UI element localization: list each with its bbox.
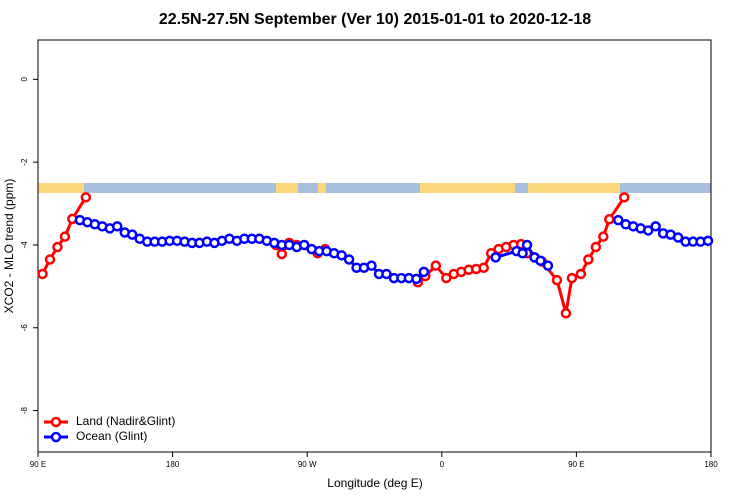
- x-tick-label: 90 E: [30, 460, 46, 469]
- land-band: [38, 183, 84, 193]
- data-point: [542, 260, 554, 271]
- x-tick-label: 90 W: [298, 460, 317, 469]
- x-tick-label: 0: [440, 460, 445, 469]
- legend-marker: [50, 416, 62, 428]
- data-point: [298, 239, 310, 251]
- data-point: [381, 268, 392, 280]
- data-point: [59, 231, 71, 242]
- data-point: [366, 260, 377, 271]
- y-axis-label: XCO2 - MLO trend (ppm): [2, 179, 16, 314]
- x-tick-label: 180: [166, 460, 180, 469]
- data-point: [418, 266, 430, 278]
- data-point: [276, 248, 288, 260]
- data-point: [672, 232, 684, 243]
- legend-label: Ocean (Glint): [76, 429, 147, 443]
- data-point: [517, 247, 528, 259]
- data-point: [590, 241, 602, 253]
- land-band: [420, 183, 515, 193]
- y-tick-label: 0: [20, 77, 29, 82]
- legend-label: Land (Nadir&Glint): [76, 414, 175, 428]
- ocean-band: [38, 183, 711, 193]
- data-point: [604, 214, 615, 225]
- data-point: [490, 252, 501, 263]
- land-band: [318, 183, 326, 193]
- x-tick-label: 180: [704, 460, 718, 469]
- data-point: [551, 274, 563, 286]
- data-point: [411, 273, 422, 285]
- chart-title: 22.5N-27.5N September (Ver 10) 2015-01-0…: [159, 11, 591, 28]
- data-point: [619, 192, 630, 203]
- data-point: [52, 241, 63, 253]
- land-band: [276, 183, 298, 193]
- data-point: [343, 254, 355, 265]
- data-point: [112, 221, 123, 232]
- data-point: [521, 239, 533, 251]
- data-point: [575, 268, 587, 280]
- data-point: [566, 272, 578, 284]
- legend-marker: [50, 431, 62, 443]
- data-point: [598, 231, 609, 242]
- data-point: [583, 254, 594, 265]
- data-point: [37, 268, 48, 280]
- legend: Land (Nadir&Glint)Ocean (Glint): [44, 414, 175, 443]
- data-point: [80, 192, 92, 203]
- y-tick-label: -8: [20, 406, 29, 414]
- data-point: [560, 308, 572, 319]
- data-point: [535, 255, 546, 266]
- data-point: [126, 229, 138, 240]
- data-point: [642, 225, 654, 236]
- series: [74, 214, 714, 285]
- data-point: [44, 254, 56, 265]
- data-point: [336, 250, 347, 261]
- data-point: [430, 260, 442, 271]
- x-tick-label: 90 E: [568, 460, 584, 469]
- x-axis-label: Longitude (deg E): [327, 476, 422, 490]
- land-band: [528, 183, 620, 193]
- plot-frame: [37, 39, 712, 453]
- data-point: [613, 214, 624, 226]
- data-point: [702, 235, 714, 247]
- y-tick-label: -4: [20, 241, 29, 249]
- data-point: [650, 221, 661, 232]
- data-point: [478, 262, 489, 273]
- data-point: [441, 272, 452, 284]
- y-tick-label: -6: [20, 324, 29, 332]
- land-mask: [38, 183, 711, 193]
- y-tick-label: -2: [20, 158, 29, 166]
